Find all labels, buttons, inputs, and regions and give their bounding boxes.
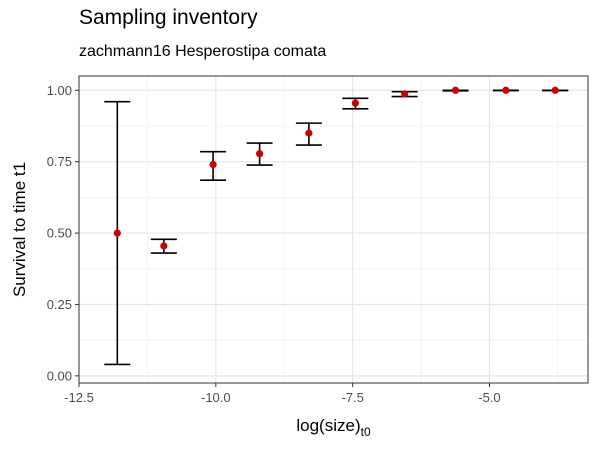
axes: 0.00 0.25 0.50 0.75 1.00 -12.5 -10.0 -7.5 -5.0 [47, 83, 501, 405]
error-bars [104, 89, 569, 366]
x-tick-label: -7.5 [341, 390, 363, 405]
y-tick-label: 0.00 [47, 368, 72, 383]
data-points [113, 86, 559, 250]
data-point [502, 86, 510, 94]
plot-panel-border [78, 75, 589, 384]
y-tick-label: 1.00 [47, 83, 72, 98]
data-point [160, 242, 168, 250]
y-tick-label: 0.25 [47, 297, 72, 312]
grid-lines [78, 76, 588, 383]
chart-title: Sampling inventory [79, 6, 258, 29]
y-axis-label: Survival to time t1 [10, 162, 29, 297]
x-axis-label-subscript: t0 [361, 425, 371, 439]
x-tick-label: -5.0 [478, 390, 500, 405]
data-point [551, 86, 559, 94]
data-point [256, 150, 264, 158]
data-point [451, 86, 460, 94]
y-tick-label: 0.50 [47, 226, 72, 241]
data-point [401, 90, 409, 98]
y-tick-label: 0.75 [47, 154, 72, 169]
data-point [113, 229, 121, 237]
chart-subtitle: zachmann16 Hesperostipa comata [79, 43, 327, 60]
data-point [305, 129, 313, 137]
x-tick-label: -12.5 [64, 390, 94, 405]
x-axis-label-main: log(size) [296, 416, 360, 435]
data-point [209, 160, 217, 169]
x-axis-label: log(size)t0 [296, 416, 371, 439]
data-point [351, 99, 359, 107]
x-tick-label: -10.0 [201, 390, 231, 405]
